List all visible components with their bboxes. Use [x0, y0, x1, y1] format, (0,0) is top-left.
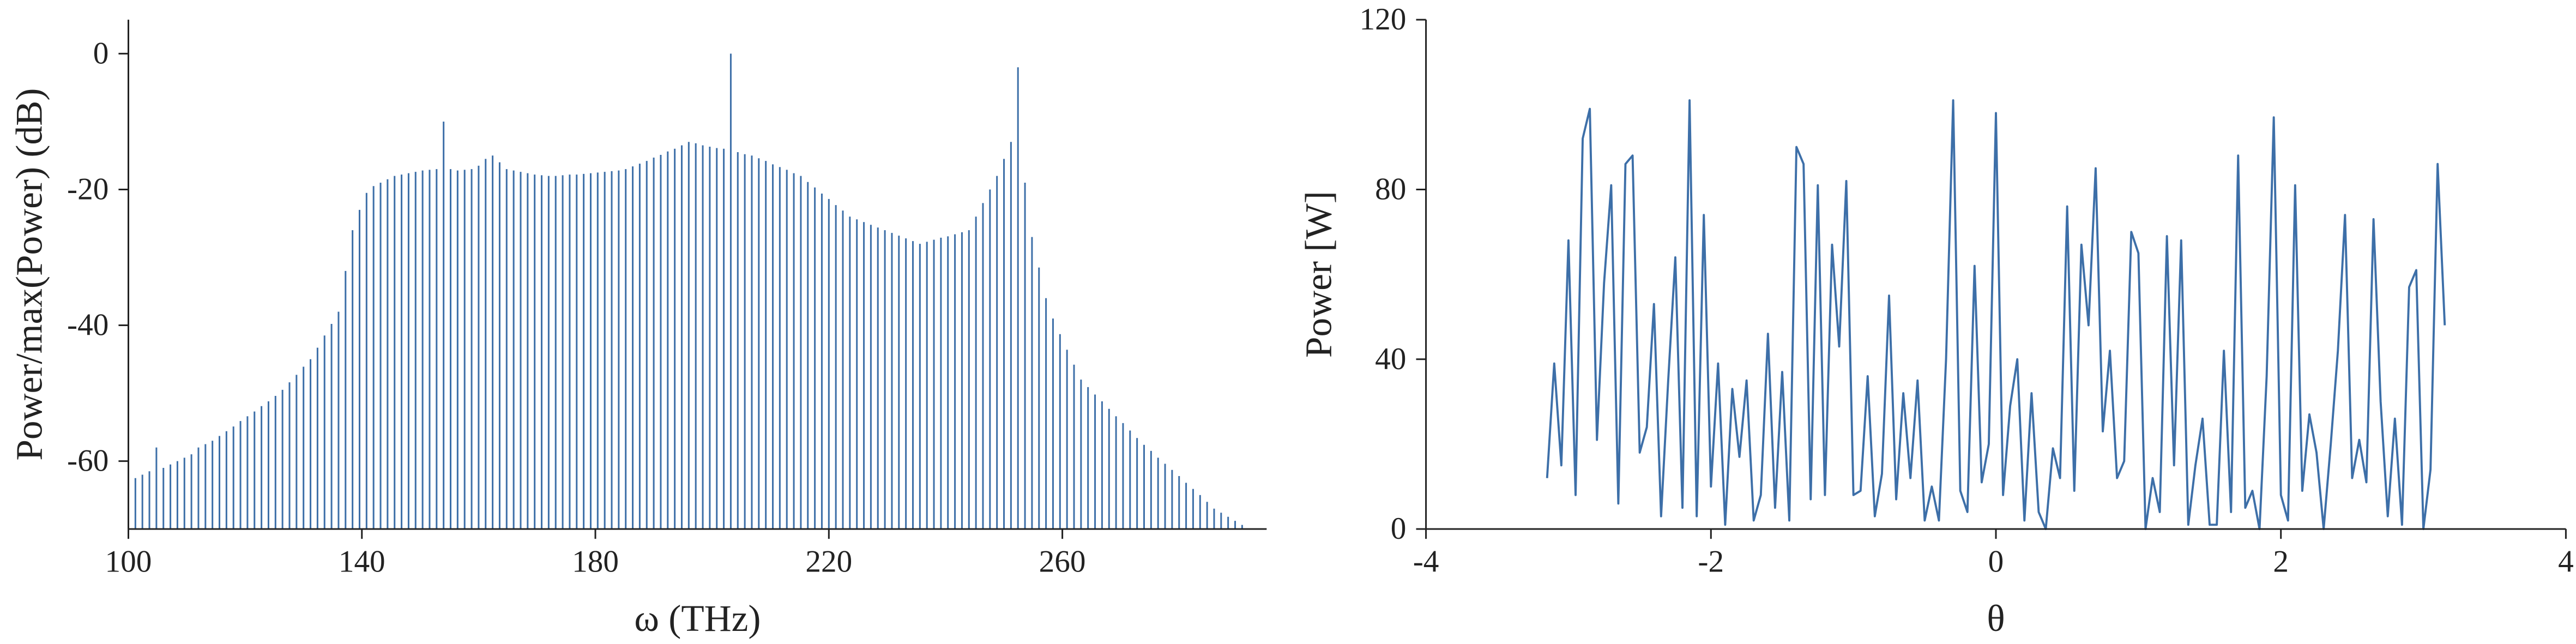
x-tick-label: 0	[1988, 544, 2004, 579]
y-tick-label: 120	[1360, 2, 1407, 37]
y-axis-label: Power/max(Power) (dB)	[8, 88, 50, 461]
y-axis-label: Power [W]	[1298, 191, 1340, 358]
y-tick-label: 0	[1391, 511, 1407, 546]
x-axis-label: ω (THz)	[634, 597, 761, 639]
y-tick-label: 40	[1375, 342, 1406, 376]
x-tick-label: 220	[805, 544, 852, 579]
line	[1546, 99, 2446, 531]
x-tick-label: -2	[1698, 544, 1724, 579]
y-tick-label: -20	[67, 172, 108, 207]
x-axis-label: θ	[1987, 597, 2005, 639]
x-tick-label: 180	[572, 544, 619, 579]
y-tick-label: -40	[67, 308, 108, 342]
x-tick-label: 140	[339, 544, 385, 579]
x-tick-label: 2	[2273, 544, 2289, 579]
y-tick-label: 80	[1375, 172, 1406, 207]
x-tick-label: 100	[105, 544, 152, 579]
y-tick-label: 0	[93, 36, 109, 70]
y-tick-label: -60	[67, 444, 108, 478]
x-tick-label: -4	[1413, 544, 1439, 579]
x-tick-label: 4	[2558, 544, 2574, 579]
x-tick-label: 260	[1039, 544, 1086, 579]
